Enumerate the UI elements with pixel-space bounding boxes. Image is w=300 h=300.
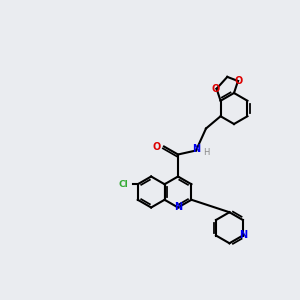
Text: N: N: [192, 145, 200, 154]
Text: O: O: [212, 84, 220, 94]
Text: O: O: [153, 142, 161, 152]
Text: O: O: [235, 76, 243, 86]
Text: N: N: [174, 202, 182, 212]
Text: N: N: [239, 230, 247, 241]
Text: Cl: Cl: [119, 180, 129, 189]
Text: H: H: [203, 148, 209, 157]
